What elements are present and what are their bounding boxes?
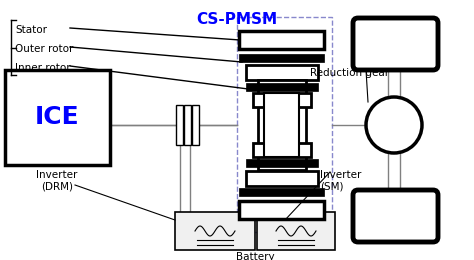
Text: ICE: ICE xyxy=(35,106,80,129)
Bar xyxy=(246,83,318,91)
Bar xyxy=(5,70,110,165)
Bar xyxy=(184,105,191,145)
Bar xyxy=(253,143,311,157)
Text: Reduction gear: Reduction gear xyxy=(310,68,389,78)
Bar xyxy=(239,201,325,219)
Text: Inverter
(SM): Inverter (SM) xyxy=(320,170,361,192)
Text: Outer rotor: Outer rotor xyxy=(15,44,73,54)
Bar xyxy=(253,93,311,107)
Bar xyxy=(246,64,318,80)
Bar xyxy=(239,188,325,196)
Bar xyxy=(175,212,255,250)
Text: Stator: Stator xyxy=(15,25,47,35)
Bar xyxy=(237,17,332,232)
Bar xyxy=(246,159,318,167)
Text: Battery: Battery xyxy=(236,252,274,260)
Text: Inverter
(DRM): Inverter (DRM) xyxy=(36,170,78,192)
FancyBboxPatch shape xyxy=(353,18,438,70)
Bar xyxy=(257,212,335,250)
Bar xyxy=(239,54,325,62)
Text: Inner rotor: Inner rotor xyxy=(15,63,71,73)
Bar xyxy=(264,93,300,157)
Text: CS-PMSM: CS-PMSM xyxy=(196,12,278,27)
Bar xyxy=(192,105,199,145)
Circle shape xyxy=(366,97,422,153)
Bar xyxy=(176,105,183,145)
FancyBboxPatch shape xyxy=(353,190,438,242)
Bar xyxy=(239,31,325,49)
Bar xyxy=(246,171,318,185)
Bar xyxy=(258,80,306,170)
